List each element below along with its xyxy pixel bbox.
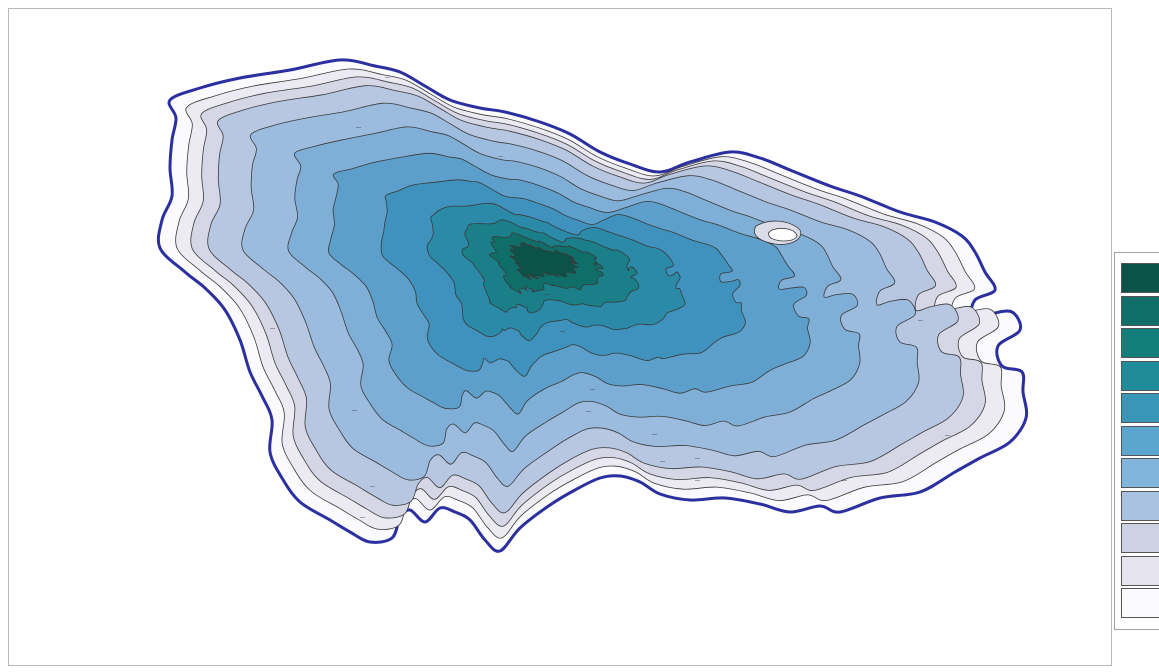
contour-label: — <box>270 326 275 332</box>
contour-label: — <box>842 478 847 484</box>
contour-label: — <box>918 318 923 324</box>
contour-label: — <box>360 515 365 521</box>
bathymetric-map: — — — — — — — — — — — — — — — — — — — — <box>156 58 1029 553</box>
contour-label: — <box>556 266 561 272</box>
depth-contour-layers <box>156 58 1029 553</box>
legend-swatch <box>1121 523 1159 553</box>
contour-label: — <box>695 456 700 462</box>
depth-legend <box>1114 252 1159 630</box>
contour-label: — <box>545 292 550 298</box>
contour-label: — <box>560 329 565 335</box>
contour-label: — <box>352 408 357 414</box>
contour-depth-labels: — — — — — — — — — — — — — — — — — — — — <box>270 75 950 521</box>
legend-swatch <box>1121 360 1159 391</box>
contour-label: — <box>652 432 657 438</box>
contour-label: — <box>945 433 950 439</box>
legend-swatch <box>1121 425 1159 456</box>
depth-contour <box>509 242 579 280</box>
legend-swatch <box>1121 263 1159 293</box>
contour-label: — <box>498 154 503 160</box>
contour-label: — <box>356 125 361 131</box>
contour-label: — <box>586 409 591 415</box>
contour-label: — <box>385 75 390 81</box>
legend-swatch <box>1121 490 1159 521</box>
legend-swatch <box>1121 393 1159 423</box>
legend-swatch <box>1121 588 1159 618</box>
island <box>754 220 802 245</box>
contour-label: — <box>695 478 700 484</box>
contour-label: — <box>590 387 595 393</box>
legend-swatch <box>1121 458 1159 488</box>
contour-label: — <box>660 459 665 465</box>
legend-swatch <box>1121 555 1159 586</box>
contour-label: — <box>652 168 657 174</box>
contour-label: — <box>370 484 375 490</box>
legend-swatch <box>1121 295 1159 326</box>
island-land <box>768 228 798 242</box>
legend-swatch <box>1121 328 1159 358</box>
